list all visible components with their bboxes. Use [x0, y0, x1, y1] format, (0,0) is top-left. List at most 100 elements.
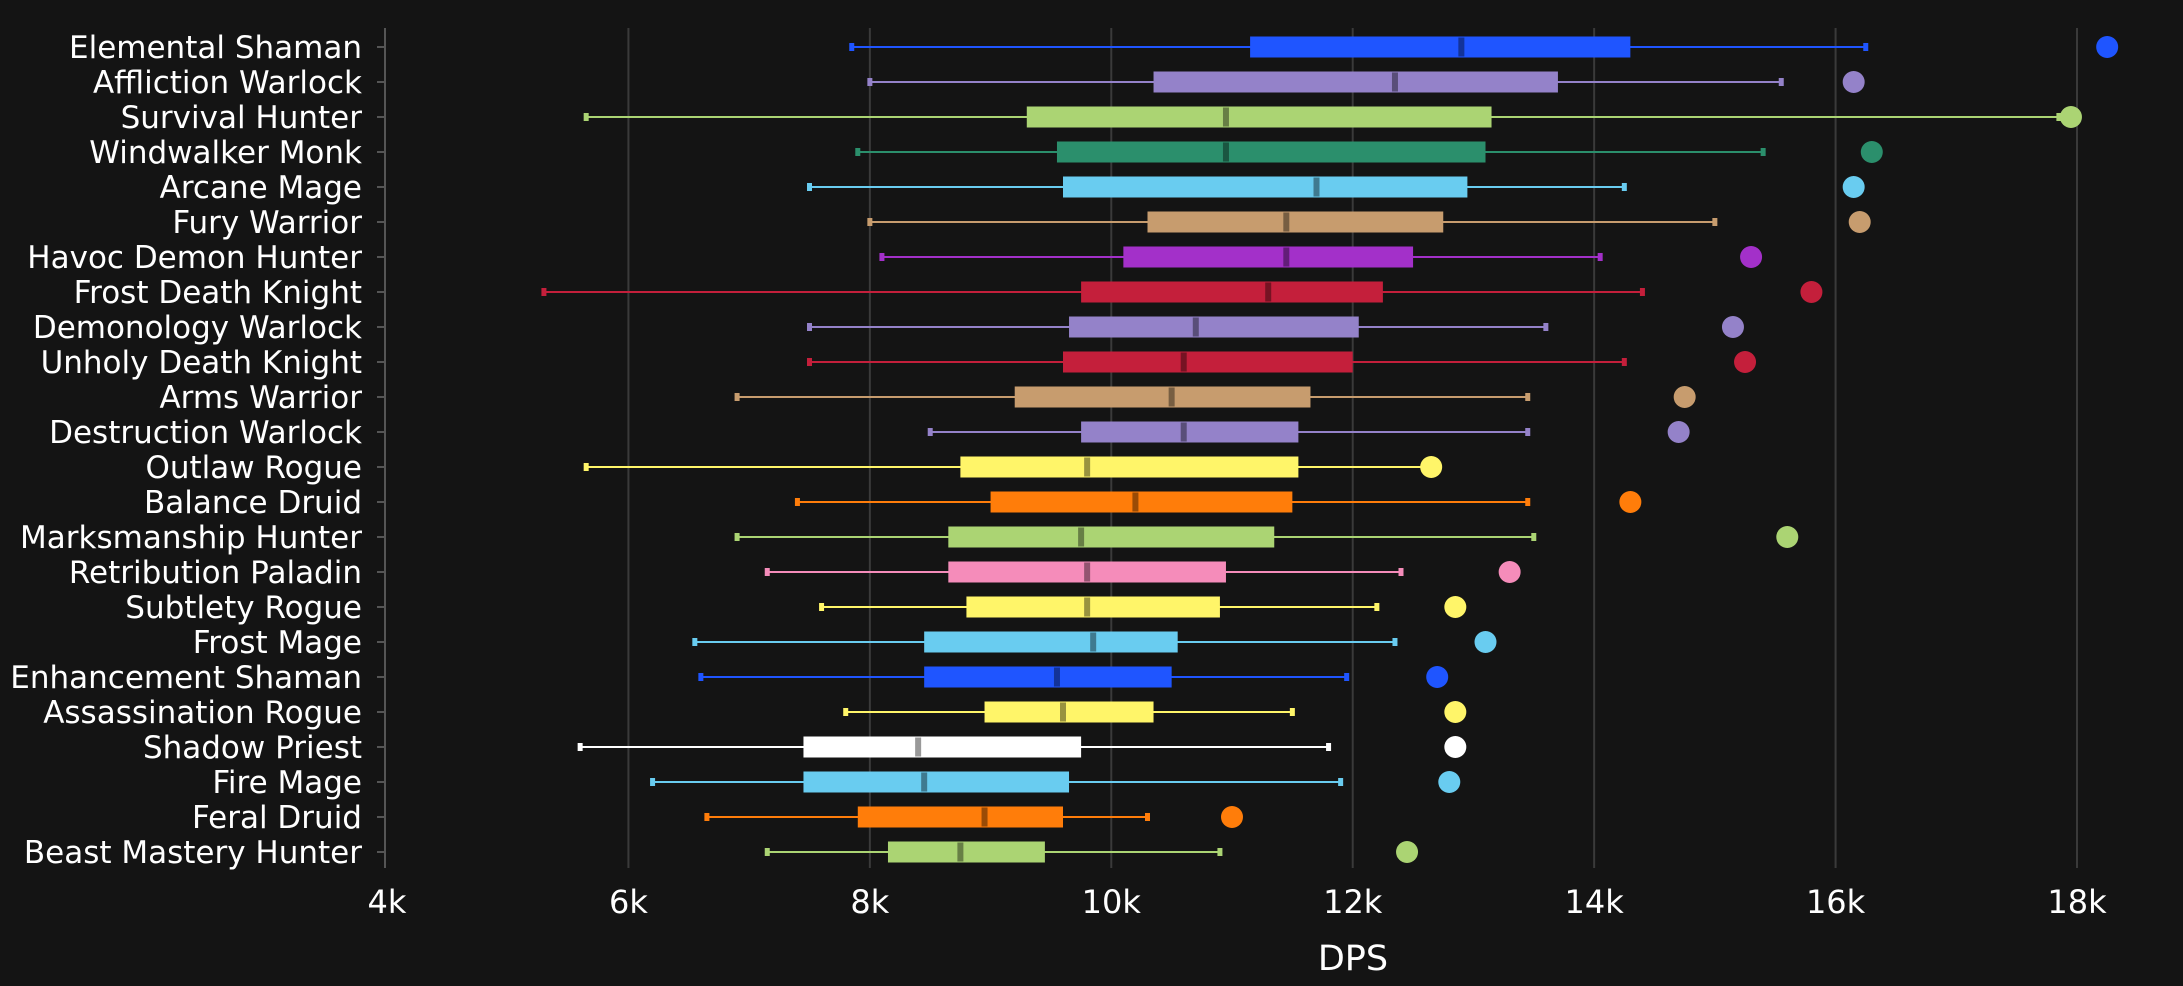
max-point	[1667, 421, 1690, 443]
x-tick-label: 8k	[850, 883, 889, 921]
series-row	[377, 771, 1461, 793]
category-label: Outlaw Rogue	[145, 450, 362, 486]
max-point	[1444, 736, 1467, 758]
series-row	[377, 666, 1449, 688]
box-iqr	[960, 456, 1299, 478]
whisker-cap-max	[1338, 778, 1344, 786]
max-point	[1740, 246, 1763, 268]
median-marker	[1222, 142, 1229, 162]
gridlines	[627, 28, 2078, 868]
category-label: Windwalker Monk	[89, 135, 362, 171]
median-marker	[1060, 702, 1066, 722]
max-point	[1734, 351, 1757, 373]
max-point	[1438, 771, 1461, 793]
max-point	[1221, 806, 1243, 828]
whisker-cap-min	[855, 148, 861, 156]
whisker-cap-max	[1597, 253, 1603, 261]
box-iqr	[1026, 106, 1492, 128]
max-point	[1673, 386, 1696, 408]
max-point	[2096, 36, 2119, 58]
max-point	[1776, 526, 1799, 548]
median-marker	[1078, 527, 1085, 547]
whisker-cap-max	[1621, 183, 1627, 191]
whisker-cap-min	[698, 673, 704, 681]
category-label: Retribution Paladin	[69, 555, 362, 591]
whisker-cap-max	[1344, 673, 1350, 681]
max-point	[1444, 596, 1467, 618]
max-point	[1444, 701, 1467, 723]
whisker-cap-min	[867, 218, 873, 226]
whisker-cap-min	[577, 743, 583, 751]
whisker-cap-min	[734, 393, 740, 401]
series-row	[377, 106, 2082, 128]
whisker-cap-min	[807, 358, 812, 366]
box-iqr	[1147, 211, 1444, 233]
whisker-cap-min	[734, 533, 740, 541]
median-marker	[1222, 107, 1229, 127]
x-tick-label: 6k	[609, 883, 648, 921]
x-tick-label: 10k	[1082, 883, 1142, 921]
x-tick-label: 18k	[2047, 883, 2107, 921]
x-axis-title: DPS	[1318, 939, 1388, 979]
whisker-cap-min	[819, 603, 825, 611]
x-tick-label: 4k	[368, 883, 407, 921]
category-label: Demonology Warlock	[33, 310, 362, 346]
whisker-cap-min	[879, 253, 885, 261]
median-marker	[1132, 492, 1139, 512]
series-row	[377, 281, 1823, 303]
category-label: Beast Mastery Hunter	[24, 835, 362, 871]
series-row	[377, 246, 1763, 268]
whisker-cap-max	[1760, 148, 1766, 156]
category-label: Assassination Rogue	[43, 695, 362, 731]
box-iqr	[887, 841, 1045, 863]
box-iqr	[803, 771, 1070, 793]
median-marker	[1053, 667, 1060, 687]
median-marker	[1084, 457, 1091, 477]
median-marker	[1084, 597, 1091, 617]
category-label: Shadow Priest	[143, 730, 362, 766]
whisker-cap-min	[764, 848, 770, 856]
category-label: Elemental Shaman	[69, 30, 362, 66]
category-label: Subtlety Rogue	[125, 590, 362, 626]
whisker-cap-max	[1374, 603, 1380, 611]
category-label: Frost Death Knight	[74, 275, 362, 311]
whisker-cap-min	[849, 43, 855, 51]
series-row	[377, 316, 1744, 338]
x-tick-label: 14k	[1565, 883, 1625, 921]
box-iqr	[1014, 386, 1311, 408]
whisker-cap-min	[927, 428, 933, 436]
series-row	[377, 596, 1467, 618]
x-tick-label: 12k	[1323, 883, 1383, 921]
whisker-cap-max	[1326, 743, 1332, 751]
series-row	[377, 561, 1521, 583]
median-marker	[1168, 387, 1175, 407]
median-marker	[1192, 317, 1199, 337]
box-iqr	[1153, 71, 1558, 93]
box-iqr	[1250, 36, 1631, 58]
whisker-cap-min	[541, 288, 547, 296]
series-row	[377, 176, 1865, 198]
whisker-cap-max	[1863, 43, 1869, 51]
median-marker	[1283, 212, 1290, 232]
median-marker	[1084, 562, 1091, 582]
whisker-cap-min	[692, 638, 698, 646]
box-iqr	[1056, 141, 1486, 163]
max-point	[1842, 71, 1865, 93]
whisker-cap-max	[1398, 568, 1404, 576]
whisker-cap-min	[843, 708, 849, 716]
whisker-cap-min	[764, 568, 770, 576]
median-marker	[915, 737, 922, 757]
whisker-cap-max	[1392, 638, 1398, 646]
whisker-cap-max	[1145, 813, 1150, 821]
category-label: Arms Warrior	[159, 380, 362, 416]
whisker-cap-min	[583, 113, 589, 121]
box-iqr	[1081, 281, 1383, 303]
category-label: Balance Druid	[144, 485, 362, 521]
series-row	[377, 456, 1443, 478]
box-iqr	[1069, 316, 1359, 338]
max-point	[1498, 561, 1521, 583]
category-label: Unholy Death Knight	[41, 345, 362, 381]
whisker-cap-min	[807, 323, 812, 331]
whisker-cap-max	[1531, 533, 1537, 541]
